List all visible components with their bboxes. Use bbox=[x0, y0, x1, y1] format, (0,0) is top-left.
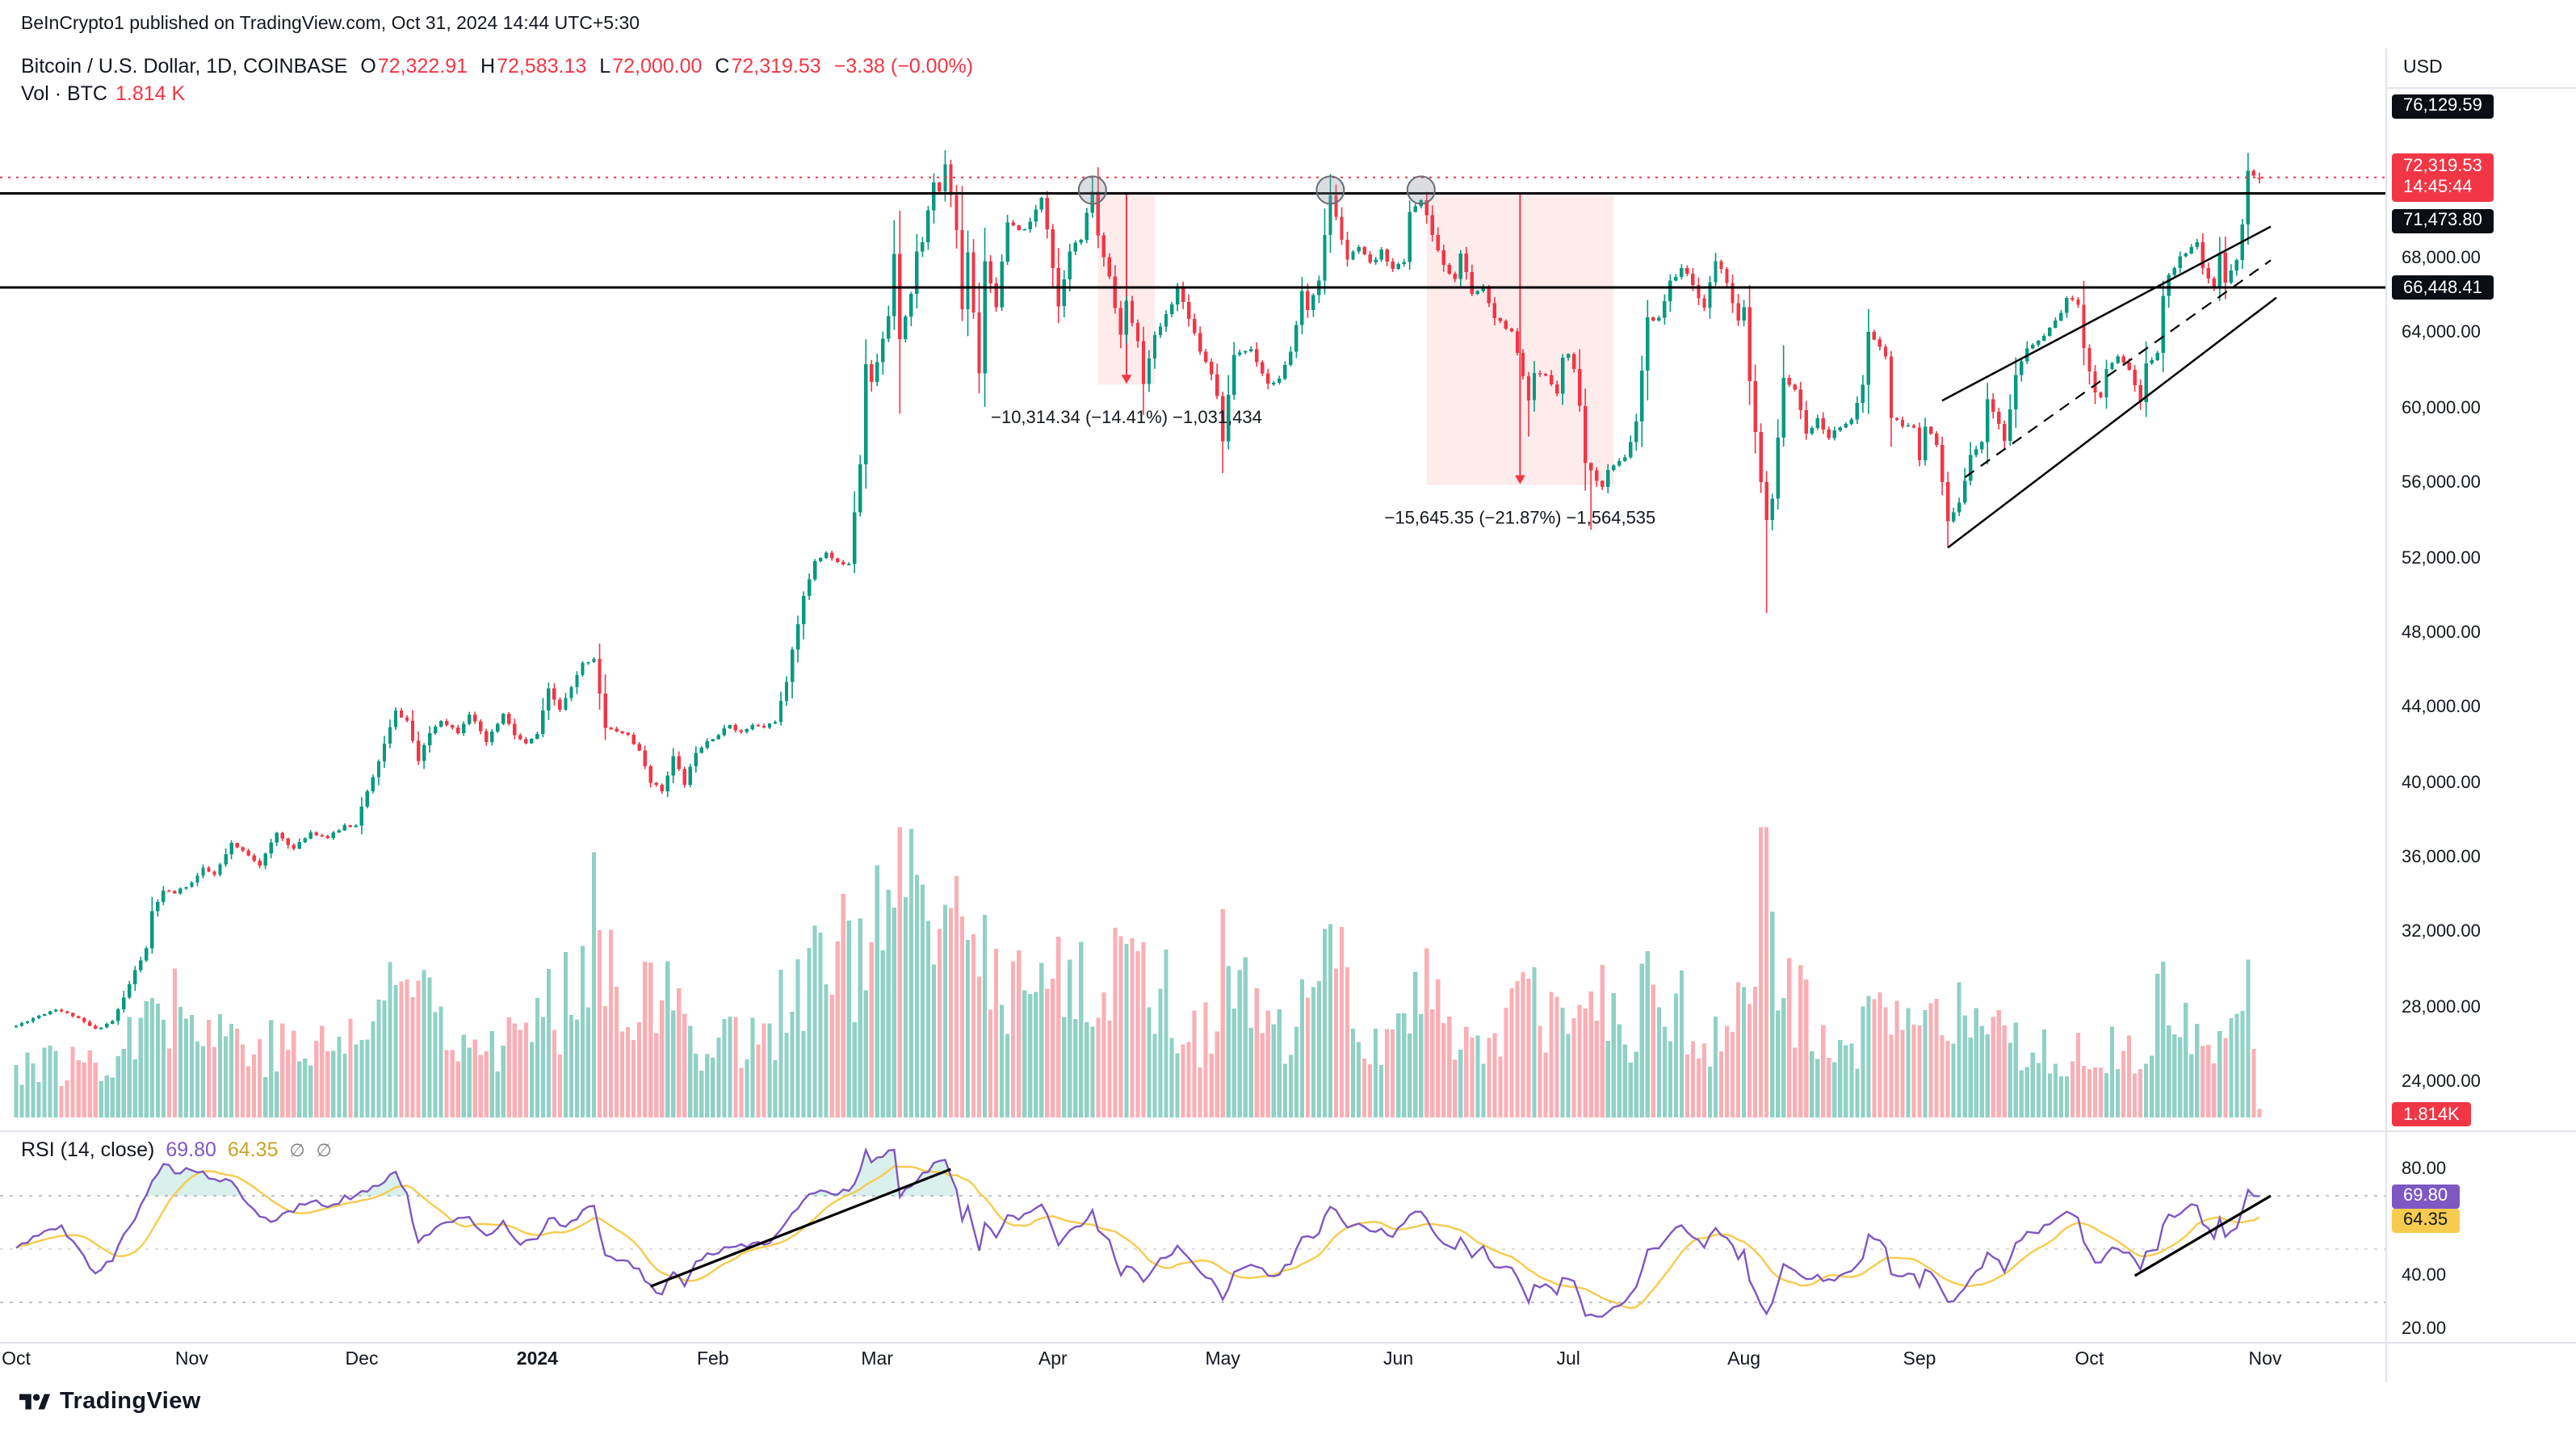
price-tick: 44,000.00 bbox=[2402, 698, 2481, 718]
price-tick: 68,000.00 bbox=[2402, 249, 2481, 268]
currency-label[interactable]: USD bbox=[2387, 48, 2576, 89]
price-axis[interactable]: USD 68,000.00 64,000.00 60,000.00 56,000.00… bbox=[2387, 0, 2576, 1382]
price-axis-border bbox=[2385, 48, 2387, 1382]
rsi-hide-icon[interactable]: ∅ bbox=[289, 1141, 305, 1160]
attribution-bar: BeInCrypto1 published on TradingView.com… bbox=[0, 0, 2576, 48]
rsi-plot bbox=[15, 1147, 2260, 1318]
rsi-settings-icon[interactable]: ∅ bbox=[316, 1141, 332, 1160]
tradingview-brand[interactable]: TradingView bbox=[60, 1389, 201, 1415]
time-label: Apr bbox=[1038, 1350, 1068, 1369]
legend-row-symbol: Bitcoin / U.S. Dollar, 1D, COINBASE O 72,3… bbox=[21, 53, 973, 81]
price-tick: 36,000.00 bbox=[2402, 847, 2481, 867]
attribution-text: BeInCrypto1 published on TradingView.com… bbox=[21, 15, 640, 34]
volume-value: 1.814 K bbox=[115, 82, 186, 105]
footer: TradingView bbox=[19, 1389, 201, 1415]
time-label: Jun bbox=[1383, 1350, 1414, 1369]
time-label: 2024 bbox=[516, 1350, 558, 1369]
price-tick: 24,000.00 bbox=[2402, 1072, 2481, 1092]
time-label: Feb bbox=[696, 1350, 729, 1369]
ohlc-value: 72,583.13 bbox=[497, 55, 587, 78]
last-price-badge: 72,319.53 14:45:44 bbox=[2392, 153, 2494, 202]
time-label: Jul bbox=[1556, 1350, 1580, 1369]
price-tick: 40,000.00 bbox=[2402, 773, 2481, 793]
time-label: Dec bbox=[345, 1350, 379, 1369]
rsi-bands bbox=[0, 1195, 2385, 1303]
ohlc-value: 72,319.53 bbox=[731, 55, 821, 78]
time-label: Aug bbox=[1727, 1350, 1761, 1369]
rsi-ma-badge: 64.35 bbox=[2392, 1208, 2460, 1233]
ohlc-value: 72,322.91 bbox=[377, 55, 468, 78]
time-axis[interactable]: Oct Nov Dec 2024 Feb Mar Apr May Jun Jul Aug Sep Oct… bbox=[0, 1344, 2385, 1382]
ohlc-key: L bbox=[599, 55, 611, 78]
tradingview-logo-icon[interactable] bbox=[19, 1390, 50, 1414]
price-chart[interactable]: −10,314.34 (−14.41%) −1,031,434 −15,645.3… bbox=[0, 48, 2385, 1382]
pane-separator[interactable] bbox=[0, 1130, 2576, 1132]
change-value: −3.38 (−0.00%) bbox=[833, 55, 974, 78]
rsi-trendlines[interactable] bbox=[650, 1168, 2272, 1288]
time-axis-separator bbox=[0, 1342, 2576, 1344]
ohlc-key: O bbox=[360, 55, 376, 78]
ohlc-key: H bbox=[480, 55, 496, 78]
resistance-badge: 71,473.80 bbox=[2392, 208, 2494, 233]
rsi-tick: 80.00 bbox=[2402, 1159, 2447, 1179]
symbol-title[interactable]: Bitcoin / U.S. Dollar, 1D, COINBASE bbox=[21, 55, 348, 78]
rsi-ma-value: 64.35 bbox=[227, 1138, 279, 1161]
time-label: Nov bbox=[174, 1350, 208, 1369]
legend-row-volume: Vol · BTC 1.814 K bbox=[21, 81, 973, 108]
volume-series bbox=[14, 827, 2262, 1117]
horizontal-levels[interactable] bbox=[0, 191, 2385, 289]
symbol-legend: Bitcoin / U.S. Dollar, 1D, COINBASE O 72,3… bbox=[21, 53, 973, 108]
rsi-tick: 20.00 bbox=[2402, 1319, 2447, 1339]
time-label: Mar bbox=[861, 1350, 893, 1369]
time-label: May bbox=[1205, 1350, 1240, 1369]
time-label: Nov bbox=[2248, 1350, 2282, 1369]
support-badge: 66,448.41 bbox=[2392, 275, 2494, 300]
price-tick: 32,000.00 bbox=[2402, 922, 2481, 942]
range-box-labels: −10,314.34 (−14.41%) −1,031,434 −15,645.3… bbox=[991, 407, 1655, 527]
rsi-value: 69.80 bbox=[166, 1138, 216, 1161]
price-level-badge: 76,129.59 bbox=[2392, 94, 2494, 119]
volume-label[interactable]: Vol · BTC bbox=[21, 82, 107, 105]
range-boxes bbox=[1097, 191, 1614, 485]
time-label: Oct bbox=[2075, 1350, 2104, 1369]
ohlc-key: C bbox=[715, 55, 730, 78]
bar-countdown: 14:45:44 bbox=[2403, 177, 2473, 197]
rsi-tick: 40.00 bbox=[2402, 1266, 2447, 1285]
price-tick: 64,000.00 bbox=[2402, 323, 2481, 343]
rsi-title[interactable]: RSI (14, close) bbox=[21, 1138, 155, 1161]
top-circles[interactable] bbox=[1077, 175, 1436, 205]
price-tick: 28,000.00 bbox=[2402, 997, 2481, 1017]
price-tick: 52,000.00 bbox=[2402, 548, 2481, 568]
price-tick: 60,000.00 bbox=[2402, 398, 2481, 418]
rsi-legend: RSI (14, close) 69.80 64.35 ∅ ∅ bbox=[21, 1138, 332, 1161]
volume-badge: 1.814K bbox=[2392, 1102, 2471, 1126]
price-tick: 48,000.00 bbox=[2402, 623, 2481, 643]
svg-text:−15,645.35 (−21.87%) −1,564,53: −15,645.35 (−21.87%) −1,564,535 bbox=[1385, 508, 1656, 528]
ohlc-values: O 72,322.91 H 72,583.13 L 72,000.00 C 72,319.53 bbox=[347, 55, 820, 78]
ohlc-value: 72,000.00 bbox=[612, 55, 703, 78]
ascending-channel[interactable] bbox=[1941, 225, 2277, 549]
price-tick: 56,000.00 bbox=[2402, 473, 2481, 493]
time-label: Oct bbox=[2, 1350, 31, 1369]
rsi-value-badge: 69.80 bbox=[2392, 1184, 2460, 1209]
time-label: Sep bbox=[1903, 1350, 1936, 1369]
svg-text:−10,314.34 (−14.41%) −1,031,43: −10,314.34 (−14.41%) −1,031,434 bbox=[991, 407, 1262, 427]
